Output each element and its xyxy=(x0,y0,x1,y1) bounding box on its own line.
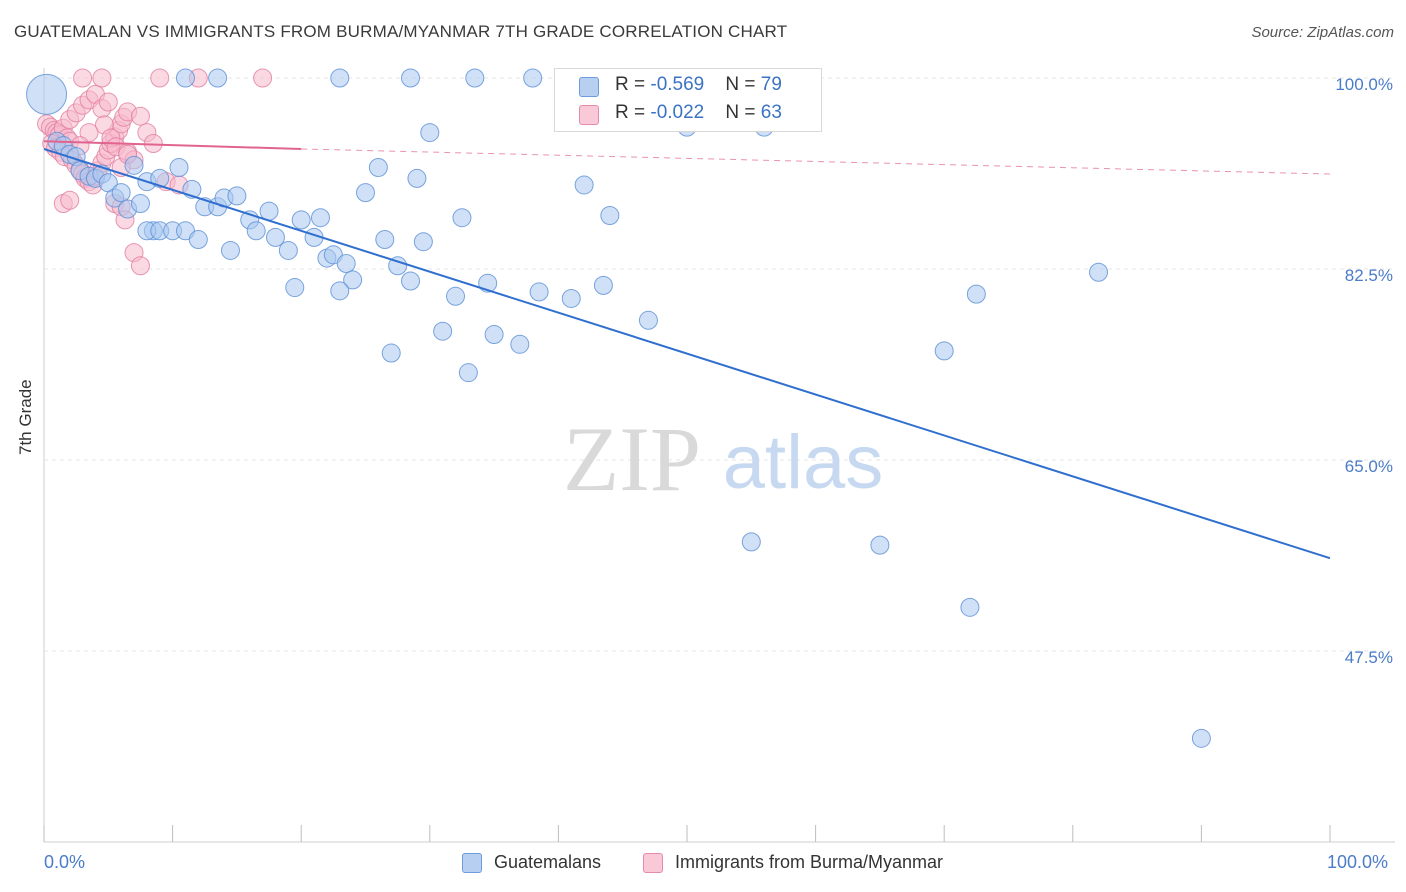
point-guatemalan xyxy=(510,334,530,354)
point-guatemalan xyxy=(446,286,466,306)
point-guatemalan xyxy=(523,68,543,88)
chart-source: Source: ZipAtlas.com xyxy=(1251,24,1394,41)
point-burma-myanmar xyxy=(73,68,93,88)
point-guatemalan xyxy=(529,282,549,302)
y-tick-labels: 47.5% 65.0% 82.5% 100.0% xyxy=(1335,75,1393,667)
point-guatemalan xyxy=(330,281,350,301)
legend-n-value-blue: 79 xyxy=(760,74,782,95)
point-guatemalan xyxy=(407,168,427,188)
legend-r-value-pink: -0.022 xyxy=(650,102,705,123)
legend-text-blue: R = -0.569 N = 79 xyxy=(615,74,782,96)
point-guatemalan xyxy=(336,254,356,274)
point-burma-myanmar xyxy=(150,68,170,88)
point-guatemalan xyxy=(26,73,68,115)
legend-r-label: R = xyxy=(615,102,651,123)
point-guatemalan xyxy=(356,183,375,203)
point-guatemalan xyxy=(343,270,363,290)
axes xyxy=(43,68,1395,843)
point-guatemalan xyxy=(433,321,453,341)
point-guatemalan xyxy=(368,157,388,177)
trend-line-burma-myanmar xyxy=(43,140,302,150)
point-guatemalan xyxy=(420,123,440,143)
y-tick-label: 47.5% xyxy=(1345,648,1393,667)
point-guatemalan xyxy=(960,597,980,617)
point-guatemalan xyxy=(401,271,421,291)
point-burma-myanmar xyxy=(253,68,273,88)
point-guatemalan xyxy=(265,227,285,247)
point-guatemalan xyxy=(458,363,478,383)
point-guatemalan xyxy=(175,68,195,88)
point-burma-myanmar xyxy=(98,92,118,112)
legend-n-label: N = xyxy=(725,74,761,95)
point-guatemalan xyxy=(227,186,247,206)
legend-r-value-blue: -0.569 xyxy=(650,74,705,95)
point-guatemalan xyxy=(561,288,581,308)
legend-n-value-pink: 63 xyxy=(760,102,782,123)
watermark-zip: ZIP xyxy=(563,408,701,510)
point-burma-myanmar xyxy=(130,106,150,126)
point-guatemalan xyxy=(285,278,305,298)
bottom-legend-swatch-blue xyxy=(462,853,482,873)
point-guatemalan xyxy=(401,68,421,88)
x-tick-label-min: 0.0% xyxy=(44,852,86,872)
trend-line-guatemalans xyxy=(43,147,1331,560)
trend-lines xyxy=(43,140,1331,560)
y-tick-label: 82.5% xyxy=(1345,266,1393,285)
point-guatemalan xyxy=(1089,262,1109,282)
point-burma-myanmar xyxy=(60,190,80,210)
point-guatemalan xyxy=(188,230,208,250)
point-guatemalan xyxy=(310,208,330,228)
point-guatemalan xyxy=(130,194,150,214)
point-guatemalan xyxy=(330,68,350,88)
point-guatemalan xyxy=(291,210,311,230)
point-guatemalan xyxy=(111,183,131,203)
watermark-atlas: atlas xyxy=(723,420,884,505)
point-guatemalan xyxy=(638,310,658,330)
y-tick-label: 100.0% xyxy=(1335,75,1393,94)
point-guatemalan xyxy=(593,275,613,295)
bottom-legend-label-pink: Immigrants from Burma/Myanmar xyxy=(675,852,944,872)
point-guatemalan xyxy=(741,532,761,552)
point-guatemalan xyxy=(278,240,298,260)
point-burma-myanmar xyxy=(79,123,99,143)
point-guatemalan xyxy=(465,68,485,88)
legend-r-label: R = xyxy=(615,74,651,95)
point-guatemalan xyxy=(375,230,395,250)
point-guatemalan xyxy=(150,168,170,188)
legend-n-label: N = xyxy=(725,102,761,123)
point-guatemalan xyxy=(220,240,240,260)
point-guatemalan xyxy=(246,221,266,241)
point-guatemalan xyxy=(381,343,401,363)
legend-swatch-pink xyxy=(579,105,599,125)
trend-line-burma-myanmar-extension xyxy=(301,148,1331,175)
point-guatemalan xyxy=(1191,728,1211,748)
bottom-legend-label-blue: Guatemalans xyxy=(494,852,602,872)
point-guatemalan xyxy=(574,175,594,195)
y-tick-label: 65.0% xyxy=(1345,457,1393,476)
point-guatemalan xyxy=(169,157,189,177)
watermark: ZIP atlas xyxy=(563,408,883,510)
chart-title: GUATEMALAN VS IMMIGRANTS FROM BURMA/MYAN… xyxy=(14,22,788,41)
series-blue-points xyxy=(26,68,1211,748)
point-burma-myanmar xyxy=(130,256,150,276)
correlation-legend: R = -0.569 N = 79 R = -0.022 N = 63 xyxy=(554,68,822,132)
point-guatemalan xyxy=(124,155,144,175)
point-guatemalan xyxy=(934,341,954,361)
point-burma-myanmar xyxy=(92,68,112,88)
point-guatemalan xyxy=(870,535,890,555)
legend-text-pink: R = -0.022 N = 63 xyxy=(615,102,782,124)
point-guatemalan xyxy=(413,232,433,252)
point-guatemalan xyxy=(600,206,620,226)
point-guatemalan xyxy=(259,201,279,221)
point-guatemalan xyxy=(484,324,504,344)
point-guatemalan xyxy=(966,284,986,304)
legend-swatch-blue xyxy=(579,77,599,97)
point-guatemalan xyxy=(452,208,472,228)
point-guatemalan xyxy=(388,256,408,276)
point-guatemalan xyxy=(208,68,228,88)
x-tick-label-max: 100.0% xyxy=(1327,852,1389,872)
bottom-legend-swatch-pink xyxy=(643,853,663,873)
